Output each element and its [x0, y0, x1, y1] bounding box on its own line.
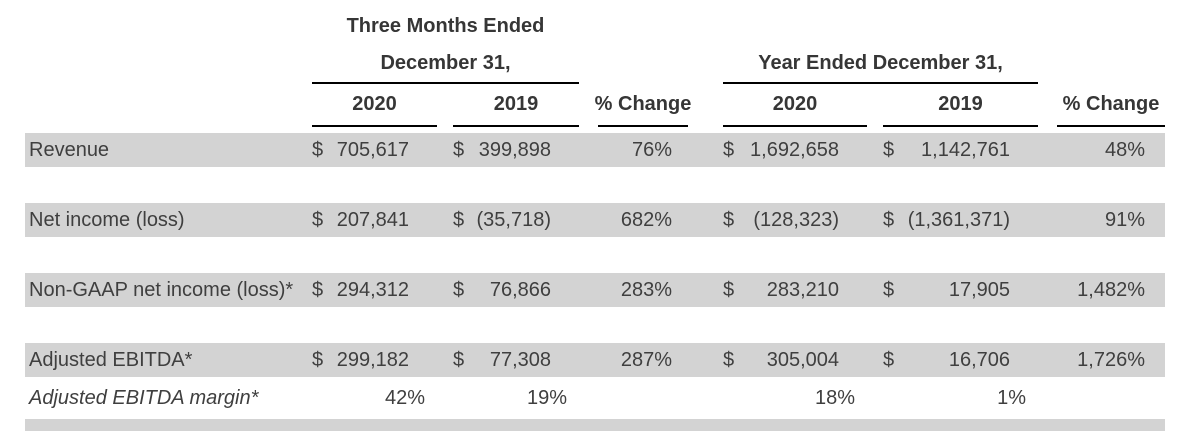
margin-pct-cell: 1%: [997, 387, 1026, 409]
column-header-tme-2019: 2019: [453, 84, 579, 127]
dollar-sign: $: [723, 139, 735, 161]
currency-cell: $17,905: [883, 273, 1038, 307]
row-label: Adjusted EBITDA margin*: [29, 387, 259, 409]
pct-change-cell: 76%: [631, 139, 672, 161]
dollar-sign: $: [883, 279, 895, 301]
row-label: Net income (loss): [29, 209, 185, 231]
cell-value: 76,866: [489, 279, 551, 301]
row-label: Non-GAAP net income (loss)*: [29, 279, 294, 301]
cell-value: 705,617: [336, 139, 409, 161]
column-header-year-pct-change: % Change: [1057, 84, 1165, 127]
column-header-year-2019: 2019: [883, 84, 1038, 127]
margin-pct-cell: 18%: [814, 387, 855, 409]
pct-change-cell: 287%: [620, 349, 672, 371]
cell-value: 299,182: [336, 349, 409, 371]
currency-cell: $16,706: [883, 343, 1038, 377]
cell-value: 399,898: [478, 139, 551, 161]
cell-value: 207,841: [336, 209, 409, 231]
pct-change-cell: 682%: [620, 209, 672, 231]
pct-change-cell: 48%: [1104, 139, 1145, 161]
cell-value: 16,706: [948, 349, 1010, 371]
dollar-sign: $: [453, 139, 465, 161]
margin-pct-cell: 19%: [526, 387, 567, 409]
row-label: Adjusted EBITDA*: [29, 349, 193, 371]
cell-value: 305,004: [766, 349, 839, 371]
currency-cell: $299,182: [312, 343, 437, 377]
cell-value: 17,905: [948, 279, 1010, 301]
currency-cell: $ (128,323): [723, 203, 867, 237]
cell-value: (1,361,371): [907, 209, 1010, 231]
table: Three Months Ended December 31, Year End…: [25, 0, 1165, 431]
table-row: Non-GAAP net income (loss)* $294,312 $76,8…: [25, 273, 1165, 307]
currency-cell: $ (1,361,371): [883, 203, 1038, 237]
dollar-sign: $: [453, 349, 465, 371]
dollar-sign: $: [883, 209, 895, 231]
dollar-sign: $: [453, 279, 465, 301]
table-header-groups: Three Months Ended December 31, Year End…: [25, 0, 1165, 84]
cell-value: 1,692,658: [750, 139, 839, 161]
table-body: Revenue $705,617 $399,898 76% $1,692,658 $1,1…: [25, 133, 1165, 419]
dollar-sign: $: [312, 209, 324, 231]
currency-cell: $1,142,761: [883, 133, 1038, 167]
pct-change-cell: 91%: [1104, 209, 1145, 231]
table-row: Adjusted EBITDA* $299,182 $77,308 287% $305,…: [25, 343, 1165, 377]
col-group-year-ended: Year Ended December 31,: [723, 0, 1038, 84]
cell-value: (128,323): [753, 209, 839, 231]
currency-cell: $ (35,718): [453, 203, 579, 237]
column-header-tme-2020: 2020: [312, 84, 437, 127]
row-label: Revenue: [29, 139, 110, 161]
group-title-line1: Three Months Ended: [346, 15, 545, 37]
dollar-sign: $: [453, 209, 465, 231]
dollar-sign: $: [883, 139, 895, 161]
dollar-sign: $: [312, 139, 324, 161]
cell-value: 283,210: [766, 279, 839, 301]
pct-change-cell: 1,482%: [1077, 279, 1145, 301]
margin-pct-cell: 42%: [384, 387, 425, 409]
table-row: Adjusted EBITDA margin* 42% 19% 18% 1%: [25, 377, 1165, 419]
dollar-sign: $: [723, 209, 735, 231]
currency-cell: $76,866: [453, 273, 579, 307]
currency-cell: $305,004: [723, 343, 867, 377]
table-column-headers: 2020 2019 % Change 2020 2019 % Change: [25, 84, 1165, 127]
row-spacer: [25, 307, 1165, 343]
currency-cell: $1,692,658: [723, 133, 867, 167]
currency-cell: $294,312: [312, 273, 437, 307]
currency-cell: $283,210: [723, 273, 867, 307]
pct-change-cell: 283%: [620, 279, 672, 301]
currency-cell: $399,898: [453, 133, 579, 167]
cell-value: 1,142,761: [921, 139, 1010, 161]
row-spacer: [25, 167, 1165, 203]
currency-cell: $705,617: [312, 133, 437, 167]
table-row: Revenue $705,617 $399,898 76% $1,692,658 $1,1…: [25, 133, 1165, 167]
currency-cell: $77,308: [453, 343, 579, 377]
group-title-line2: December 31,: [380, 52, 511, 74]
dollar-sign: $: [723, 279, 735, 301]
dollar-sign: $: [312, 279, 324, 301]
dollar-sign: $: [312, 349, 324, 371]
cell-value: 77,308: [489, 349, 551, 371]
table-row: Net income (loss) $207,841 $ (35,718) 682% $(…: [25, 203, 1165, 237]
column-header-tme-pct-change: % Change: [595, 84, 691, 127]
bottom-partial-stripe: [25, 419, 1165, 431]
currency-cell: $207,841: [312, 203, 437, 237]
column-header-year-2020: 2020: [723, 84, 867, 127]
cell-value: 294,312: [336, 279, 409, 301]
group-title: Year Ended December 31,: [758, 52, 1003, 74]
dollar-sign: $: [883, 349, 895, 371]
cell-value: (35,718): [476, 209, 552, 231]
pct-change-cell: 1,726%: [1077, 349, 1145, 371]
row-spacer: [25, 237, 1165, 273]
dollar-sign: $: [723, 349, 735, 371]
col-group-three-months-ended: Three Months Ended December 31,: [312, 0, 579, 84]
